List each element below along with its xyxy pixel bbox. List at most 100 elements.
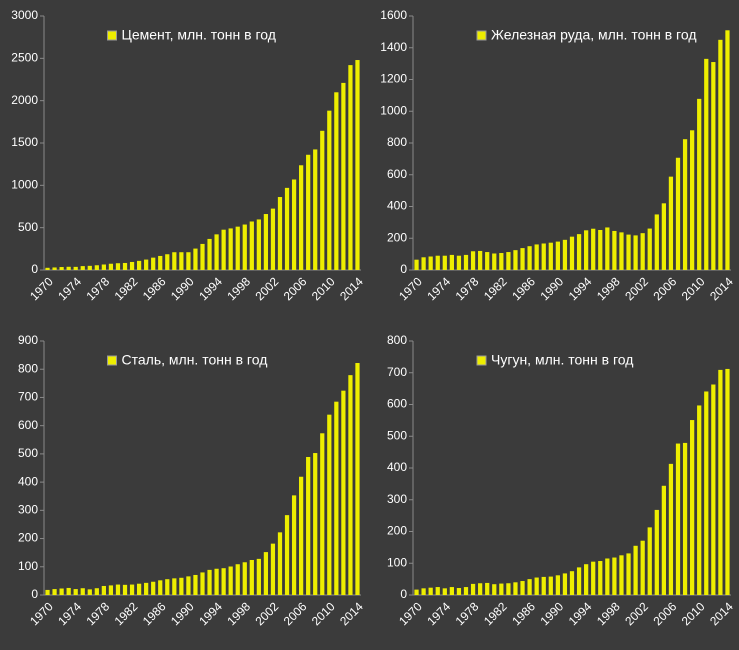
legend-swatch bbox=[107, 30, 117, 41]
bar bbox=[306, 154, 311, 270]
bar bbox=[179, 252, 184, 270]
x-tick-label: 1994 bbox=[566, 599, 595, 628]
bar bbox=[291, 495, 297, 595]
bar bbox=[562, 239, 568, 270]
bar bbox=[172, 578, 177, 595]
bar bbox=[341, 82, 346, 271]
bar bbox=[654, 509, 659, 595]
bar bbox=[435, 587, 440, 595]
bar bbox=[591, 228, 596, 270]
bar bbox=[548, 576, 553, 595]
x-tick-label: 1994 bbox=[566, 274, 595, 303]
bar bbox=[569, 236, 575, 270]
bar bbox=[520, 248, 525, 270]
bar bbox=[263, 552, 269, 595]
bar bbox=[291, 179, 297, 270]
bar bbox=[73, 589, 78, 595]
bar bbox=[668, 463, 674, 595]
legend: Железная руда, млн. тонн в год bbox=[476, 27, 697, 43]
y-tick-label: 200 bbox=[387, 524, 407, 538]
bar bbox=[513, 250, 518, 270]
y-tick-label: 700 bbox=[18, 390, 38, 404]
bar bbox=[640, 540, 645, 595]
bar bbox=[158, 580, 163, 595]
y-tick-label: 600 bbox=[18, 418, 38, 432]
y-tick-label: 500 bbox=[18, 446, 38, 460]
bar bbox=[442, 255, 447, 270]
y-tick-label: 800 bbox=[387, 135, 407, 149]
bar bbox=[277, 532, 283, 595]
y-tick-label: 1400 bbox=[380, 40, 407, 54]
bar bbox=[94, 265, 99, 270]
bar bbox=[66, 266, 71, 270]
bar bbox=[355, 60, 360, 270]
bar bbox=[320, 433, 325, 595]
bar bbox=[334, 92, 339, 270]
bar bbox=[527, 246, 532, 270]
bar bbox=[668, 176, 674, 270]
bar bbox=[421, 257, 426, 270]
x-tick-label: 1990 bbox=[168, 274, 197, 303]
bar bbox=[313, 149, 318, 270]
x-tick-label: 1986 bbox=[509, 599, 538, 628]
bar bbox=[144, 582, 149, 595]
bar bbox=[313, 453, 318, 595]
y-tick-label: 600 bbox=[387, 167, 407, 181]
x-tick-label: 1970 bbox=[27, 599, 56, 628]
bar bbox=[186, 252, 191, 270]
y-tick-label: 100 bbox=[18, 559, 38, 573]
bar bbox=[675, 443, 681, 595]
bar bbox=[555, 575, 560, 595]
bar bbox=[548, 242, 553, 270]
bar bbox=[499, 253, 504, 270]
bar bbox=[414, 259, 419, 270]
bar bbox=[682, 442, 688, 595]
bar bbox=[334, 401, 339, 595]
bar bbox=[492, 253, 497, 270]
bar bbox=[80, 588, 85, 595]
bar bbox=[470, 251, 476, 270]
bar bbox=[499, 583, 504, 595]
x-tick-label: 2002 bbox=[253, 599, 282, 628]
bar bbox=[541, 576, 546, 595]
bar bbox=[704, 391, 709, 595]
bar bbox=[506, 583, 511, 595]
bar bbox=[66, 587, 71, 595]
x-tick-label: 2014 bbox=[337, 274, 366, 303]
x-tick-label: 1970 bbox=[396, 274, 425, 303]
y-tick-label: 800 bbox=[387, 333, 407, 347]
bar bbox=[647, 228, 652, 270]
bar bbox=[626, 234, 631, 270]
bar bbox=[115, 263, 121, 270]
x-tick-label: 2010 bbox=[309, 599, 338, 628]
bar bbox=[129, 261, 135, 270]
bar bbox=[485, 252, 490, 270]
bar bbox=[87, 265, 92, 270]
y-tick-label: 1500 bbox=[11, 135, 38, 149]
bar bbox=[647, 527, 652, 595]
bar bbox=[626, 553, 631, 595]
x-tick-label: 2002 bbox=[622, 274, 651, 303]
bar bbox=[711, 384, 716, 595]
bar bbox=[59, 588, 64, 595]
chart: 0 500 1000 1500 2000 2500 3000 Цемент, млн. тон… bbox=[11, 8, 366, 303]
bar bbox=[200, 572, 205, 595]
bar bbox=[449, 587, 454, 595]
x-tick-label: 1978 bbox=[83, 274, 112, 303]
legend: Цемент, млн. тонн в год bbox=[107, 27, 276, 43]
bar bbox=[619, 232, 624, 270]
x-tick-label: 1978 bbox=[83, 599, 112, 628]
bar bbox=[598, 561, 603, 595]
bar bbox=[256, 219, 261, 270]
legend-swatch bbox=[476, 355, 487, 366]
bar bbox=[214, 234, 219, 270]
bar bbox=[136, 260, 142, 270]
bar bbox=[101, 585, 106, 595]
bar bbox=[584, 564, 589, 595]
y-tick-label: 1000 bbox=[380, 103, 407, 117]
x-tick-label: 1990 bbox=[537, 599, 566, 628]
y-tick-label: 300 bbox=[18, 503, 38, 517]
y-tick-label: 200 bbox=[18, 531, 38, 545]
bar bbox=[506, 252, 511, 270]
bar bbox=[584, 230, 589, 270]
